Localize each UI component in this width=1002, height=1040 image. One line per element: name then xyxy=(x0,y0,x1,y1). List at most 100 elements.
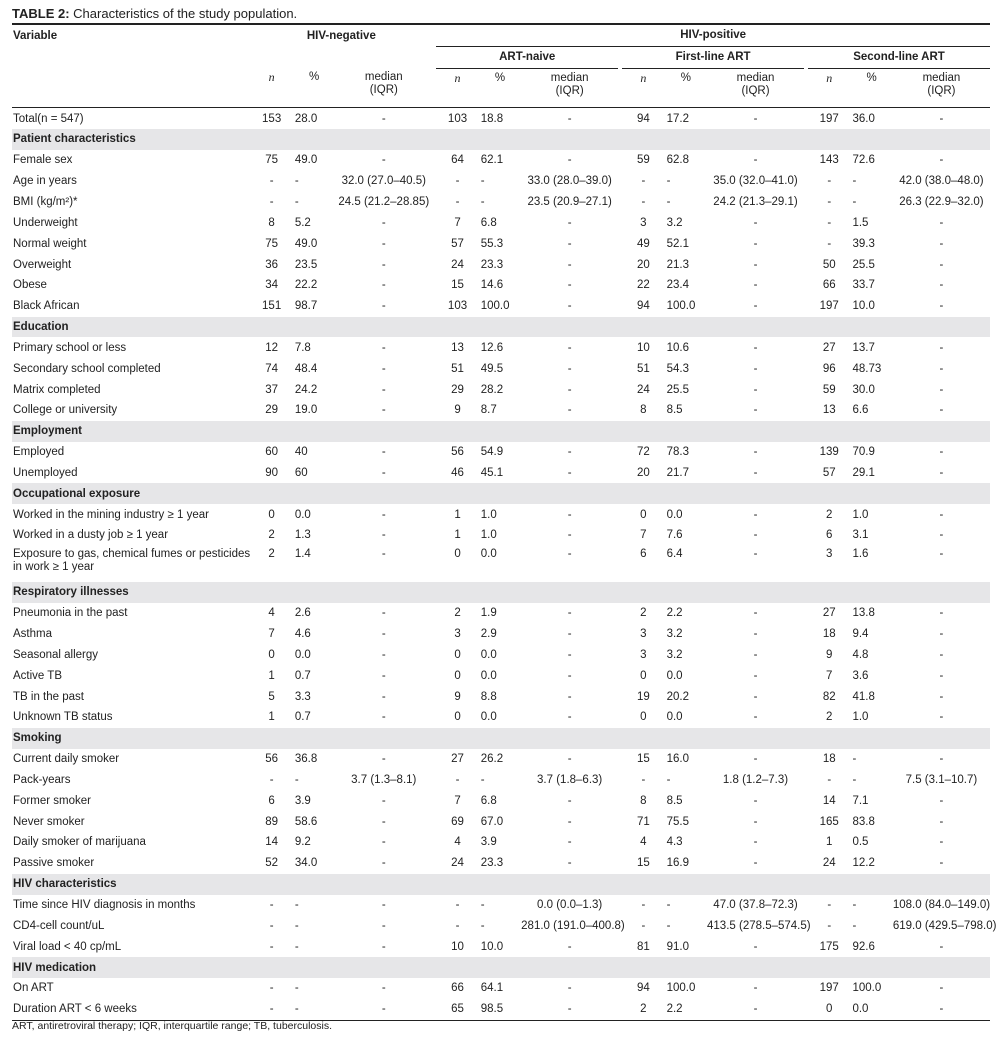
cell-pct: - xyxy=(666,898,671,911)
cell-pct: 10.0 xyxy=(480,940,504,953)
cell-n: 18 xyxy=(822,628,836,641)
cell-pct: 16.0 xyxy=(666,753,689,766)
cell-pct: - xyxy=(294,175,299,188)
cell-median: - xyxy=(381,154,386,167)
cell-median: - xyxy=(939,648,944,661)
cell-pct: 23.3 xyxy=(480,258,504,271)
section-fill xyxy=(250,316,293,338)
cell-pct: 98.7 xyxy=(294,300,318,313)
cell-median: - xyxy=(567,300,572,313)
cell-pct: 4.3 xyxy=(666,836,683,849)
cell-pct: 3.2 xyxy=(666,216,683,229)
section-fill xyxy=(478,129,522,150)
cell-n: 94 xyxy=(636,300,650,313)
cell-median: - xyxy=(567,753,572,766)
cell-n: 37 xyxy=(265,383,279,396)
cell-pct: 40 xyxy=(294,446,308,459)
cell-pct: 2.6 xyxy=(294,607,311,620)
cell-pct: 1.9 xyxy=(480,607,497,620)
section-row: Occupational exposure xyxy=(12,483,990,505)
cell-median: - xyxy=(753,794,758,807)
cell-pct: 41.8 xyxy=(852,690,875,703)
section-fill xyxy=(521,316,619,338)
cell-n: 13 xyxy=(822,404,836,417)
cell-pct: 22.2 xyxy=(294,279,318,292)
subheader-gap xyxy=(618,68,623,109)
section-fill xyxy=(250,873,293,895)
cell-pct: 72.6 xyxy=(852,154,875,167)
cell-n: 75 xyxy=(265,237,279,250)
section-fill xyxy=(892,129,990,150)
header-row-3: n% median (IQR) n% median (IQR) n% median (IQ… xyxy=(12,68,990,109)
cell-n: 14 xyxy=(822,794,836,807)
cell-median: - xyxy=(753,279,758,292)
subheader-median-hiv-negative: median (IQR) xyxy=(335,68,433,109)
cell-median: - xyxy=(707,998,804,1021)
cell-pct: 60 xyxy=(294,466,308,479)
row-label: Obese xyxy=(13,279,47,292)
cell-pct: 23.3 xyxy=(480,857,504,870)
table-row: Seasonal allergy 0 0.0 - 0 0.0 - 3 3.2 - 9 4.8 - xyxy=(12,644,990,665)
row-label: TB in the past xyxy=(13,690,84,703)
section-label: HIV characteristics xyxy=(12,873,251,895)
cell-pct: 3.3 xyxy=(294,690,311,703)
cell-n: 2 xyxy=(622,998,665,1021)
cell-n: - xyxy=(269,898,274,911)
cell-n: 6 xyxy=(268,794,275,807)
cell-pct: 3.1 xyxy=(852,529,869,542)
table-row: Black African 151 98.7 - 103 100.0 - 94 100.0 - 19… xyxy=(12,296,990,317)
section-label: Patient characteristics xyxy=(12,129,251,150)
section-fill xyxy=(292,316,336,338)
cell-n: 24 xyxy=(451,857,464,870)
cell-median: - xyxy=(939,216,944,229)
cell-pct: 75.5 xyxy=(666,815,689,828)
cell-pct: 1.0 xyxy=(480,508,497,521)
cell-n: 165 xyxy=(819,815,839,828)
cell-pct: 39.3 xyxy=(852,237,875,250)
section-fill xyxy=(335,129,433,150)
row-label: Viral load < 40 cp/mL xyxy=(13,940,122,953)
cell-pct: 1.0 xyxy=(480,529,497,542)
cell-median: - xyxy=(753,669,758,682)
cell-n: 0 xyxy=(454,711,461,724)
cell-pct: 62.8 xyxy=(666,154,689,167)
section-fill xyxy=(521,957,619,978)
section-label: Smoking xyxy=(12,727,251,749)
cell-median: - xyxy=(381,529,386,542)
table-row: Employed 60 40 - 56 54.9 - 72 78.3 - 139 70.9 - xyxy=(12,442,990,463)
cell-pct: - xyxy=(666,195,671,208)
header-art-naive: ART-naive xyxy=(436,46,619,69)
cell-pct: 21.7 xyxy=(666,466,689,479)
cell-median: - xyxy=(567,112,572,125)
cell-median: - xyxy=(381,669,386,682)
table-row: Normal weight 75 49.0 - 57 55.3 - 49 52.1 - - 39.3 - xyxy=(12,233,990,254)
section-fill xyxy=(478,483,522,505)
cell-pct: 52.1 xyxy=(666,237,689,250)
section-fill xyxy=(664,316,708,338)
header-hiv-negative: HIV-negative xyxy=(250,22,433,47)
table-row: BMI (kg/m²)* - - 24.5 (21.2–28.85) - - 23.5 (2… xyxy=(12,192,990,213)
cell-pct: 34.0 xyxy=(294,857,318,870)
section-fill xyxy=(618,129,623,150)
cell-n: 20 xyxy=(636,258,650,271)
section-fill xyxy=(335,316,433,338)
subheader-pct-art-naive: % xyxy=(478,68,522,109)
cell-n: 51 xyxy=(636,362,650,375)
cell-n: 27 xyxy=(822,341,836,354)
section-fill xyxy=(707,727,804,749)
cell-median: - xyxy=(567,940,572,953)
cell-pct: 14.6 xyxy=(480,279,504,292)
cell-n: 59 xyxy=(822,383,836,396)
row-label: Age in years xyxy=(13,175,77,188)
section-fill xyxy=(478,957,522,978)
cell-pct: 91.0 xyxy=(666,940,689,953)
cell-n: - xyxy=(455,195,460,208)
cell-n: 66 xyxy=(451,982,464,995)
cell-n: 7 xyxy=(454,794,461,807)
cell-median: - xyxy=(381,300,386,313)
cell-median: - xyxy=(939,857,944,870)
section-fill xyxy=(618,316,623,338)
cell-n: 15 xyxy=(636,857,650,870)
cell-pct: 98.5 xyxy=(478,998,522,1021)
